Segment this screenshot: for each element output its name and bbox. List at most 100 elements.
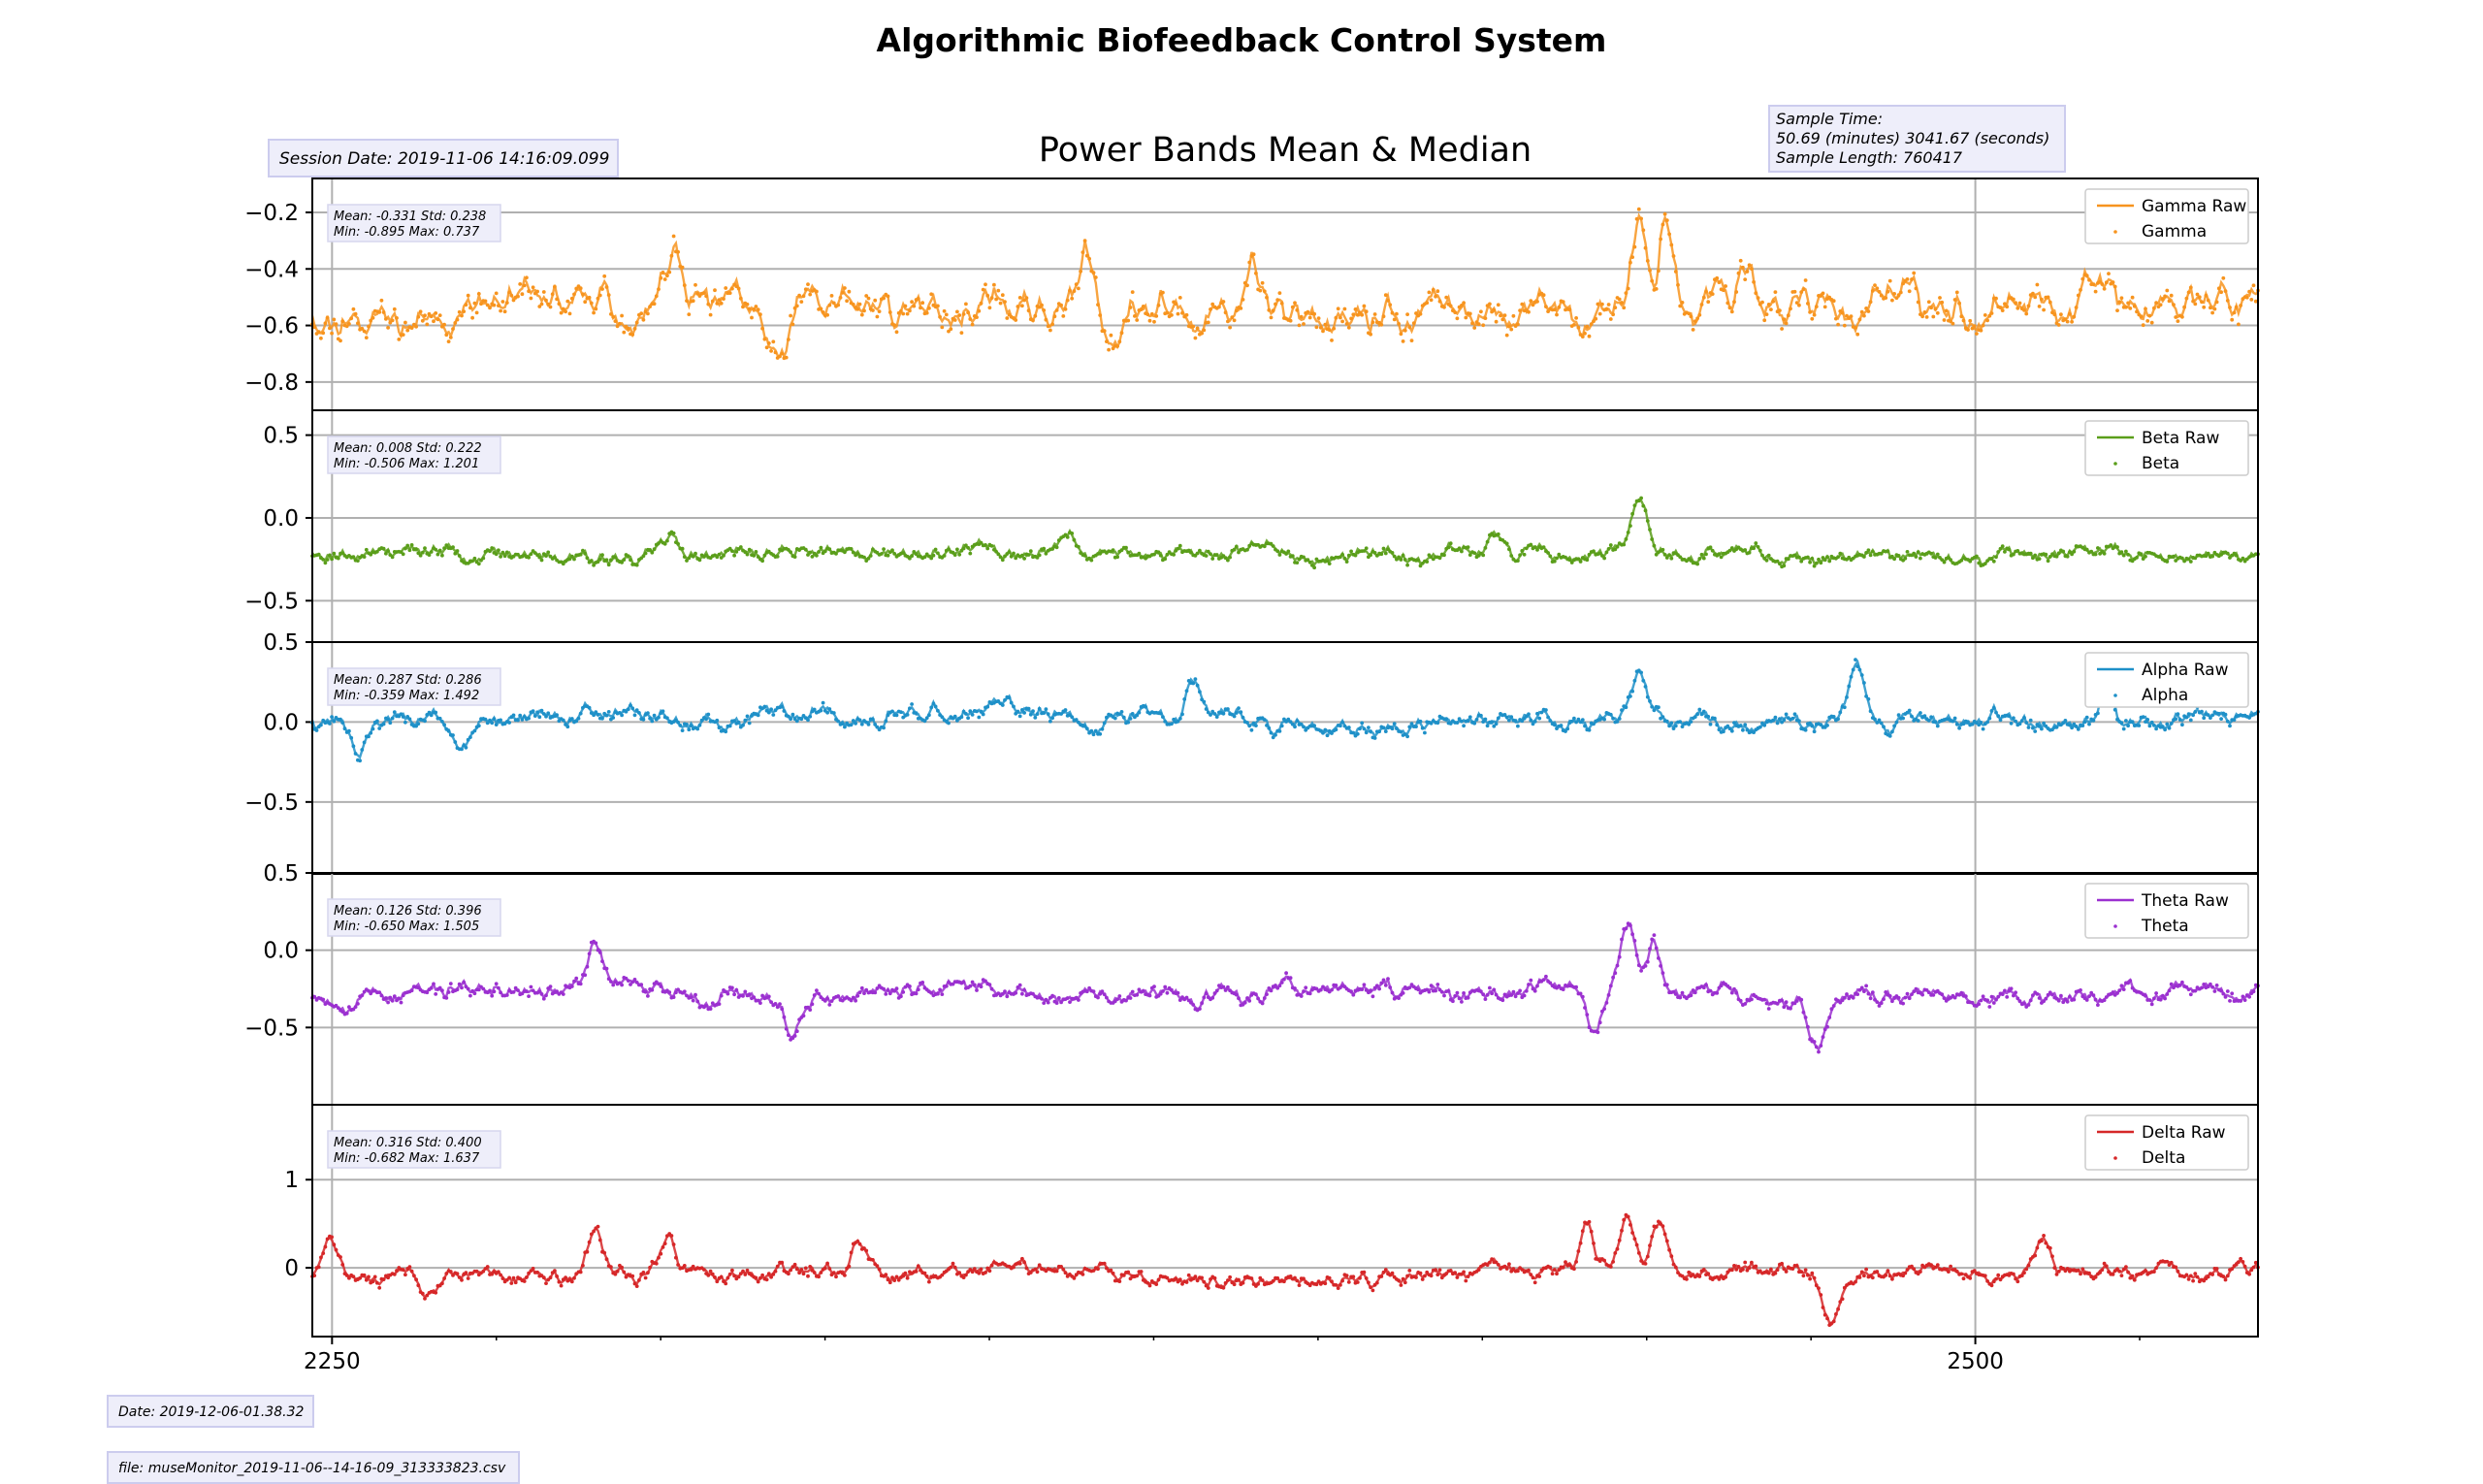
- data-point-gamma: [1998, 306, 2003, 309]
- data-point-gamma: [504, 301, 509, 305]
- data-point-gamma: [1970, 326, 1975, 331]
- data-point-alpha: [1901, 716, 1905, 721]
- data-point-delta: [1318, 1282, 1323, 1286]
- data-point-beta: [615, 559, 620, 563]
- data-point-delta: [1360, 1271, 1365, 1274]
- data-point-delta: [1474, 1270, 1479, 1274]
- data-point-delta: [756, 1279, 760, 1284]
- data-point-beta: [1933, 556, 1938, 560]
- data-point-alpha: [1200, 697, 1204, 702]
- data-point-theta: [2147, 998, 2152, 1002]
- data-point-delta: [1511, 1267, 1516, 1271]
- data-point-theta: [1223, 988, 1228, 992]
- data-point-gamma: [2096, 281, 2100, 285]
- data-point-alpha: [2241, 714, 2245, 718]
- data-point-theta: [1351, 992, 1356, 997]
- data-point-theta: [743, 989, 748, 994]
- data-point-delta: [386, 1275, 390, 1280]
- data-point-theta: [1242, 1000, 1247, 1005]
- data-point-beta: [1035, 556, 1040, 560]
- data-point-delta: [1488, 1260, 1492, 1265]
- data-point-alpha: [641, 717, 646, 722]
- data-point-delta: [2241, 1260, 2245, 1264]
- data-point-theta: [1314, 986, 1319, 991]
- data-point-beta: [1729, 546, 1734, 550]
- data-point-beta: [1284, 552, 1288, 556]
- data-point-theta: [369, 991, 373, 996]
- data-point-delta: [936, 1275, 940, 1280]
- data-point-alpha: [541, 712, 546, 716]
- data-point-gamma: [349, 316, 354, 321]
- data-point-alpha: [1048, 719, 1052, 724]
- data-point-beta: [414, 547, 418, 551]
- data-point-beta: [604, 558, 609, 563]
- data-point-delta: [1831, 1319, 1836, 1324]
- data-point-gamma: [1327, 328, 1332, 332]
- data-point-theta: [1972, 1003, 1977, 1008]
- data-point-gamma: [1754, 291, 1758, 296]
- data-point-theta: [1600, 1009, 1604, 1014]
- data-point-beta: [1701, 556, 1706, 561]
- data-point-beta: [2251, 553, 2256, 558]
- data-point-gamma: [632, 327, 637, 331]
- data-point-theta: [334, 1003, 339, 1008]
- data-point-gamma: [1318, 325, 1323, 330]
- data-point-beta: [899, 551, 903, 556]
- data-point-beta: [1405, 563, 1409, 567]
- data-point-delta: [425, 1293, 430, 1298]
- data-point-beta: [369, 552, 373, 557]
- data-point-beta: [504, 550, 509, 555]
- data-point-beta: [522, 553, 527, 558]
- data-point-gamma: [1293, 301, 1297, 306]
- data-point-theta: [801, 1014, 806, 1018]
- data-point-delta: [964, 1273, 968, 1277]
- data-point-delta: [2026, 1263, 2031, 1268]
- data-point-beta: [502, 554, 507, 559]
- data-point-beta: [1529, 542, 1533, 547]
- data-point-beta: [1910, 553, 1914, 558]
- data-point-theta: [1743, 1002, 1748, 1006]
- data-point-theta: [1269, 988, 1274, 993]
- data-point-alpha: [1613, 720, 1618, 725]
- data-point-delta: [1022, 1260, 1026, 1265]
- stats-mean-std-beta: Mean: 0.008 Std: 0.222: [334, 441, 482, 456]
- data-point-alpha: [462, 743, 467, 748]
- data-point-alpha: [2135, 723, 2139, 727]
- data-point-theta: [544, 993, 548, 998]
- data-point-beta: [1156, 550, 1161, 555]
- data-point-theta: [2149, 1002, 2154, 1007]
- data-point-theta: [416, 985, 421, 990]
- data-point-delta: [1137, 1270, 1142, 1274]
- data-point-alpha: [992, 700, 996, 705]
- data-point-alpha: [2197, 710, 2202, 715]
- data-point-delta: [981, 1272, 985, 1275]
- data-point-alpha: [2028, 718, 2033, 723]
- data-point-beta: [1407, 557, 1412, 562]
- data-point-alpha: [1338, 724, 1342, 728]
- data-point-alpha: [1425, 720, 1430, 725]
- data-point-gamma: [981, 287, 985, 292]
- data-point-theta: [1453, 994, 1458, 998]
- footer-date-text: Date: 2019-12-06-01.38.32: [118, 1404, 305, 1420]
- data-point-alpha: [597, 716, 602, 721]
- data-point-gamma: [1806, 302, 1810, 306]
- data-point-gamma: [1084, 253, 1089, 258]
- data-point-alpha: [662, 715, 667, 720]
- data-point-beta: [1859, 553, 1864, 558]
- data-point-delta: [1247, 1275, 1252, 1280]
- data-point-beta: [1193, 554, 1198, 558]
- data-point-delta: [1154, 1282, 1159, 1286]
- data-point-delta: [1541, 1266, 1546, 1271]
- data-point-beta: [1790, 554, 1795, 558]
- data-point-alpha: [1321, 730, 1325, 735]
- data-point-theta: [2019, 1002, 2024, 1007]
- data-point-delta: [1407, 1269, 1412, 1273]
- data-point-alpha: [825, 710, 829, 715]
- data-point-theta: [312, 994, 317, 999]
- data-point-theta: [977, 983, 982, 987]
- data-point-beta: [1226, 558, 1230, 563]
- data-point-beta: [2072, 549, 2077, 554]
- data-point-alpha: [1007, 695, 1012, 700]
- data-point-gamma: [1522, 308, 1527, 313]
- data-point-alpha: [513, 718, 518, 723]
